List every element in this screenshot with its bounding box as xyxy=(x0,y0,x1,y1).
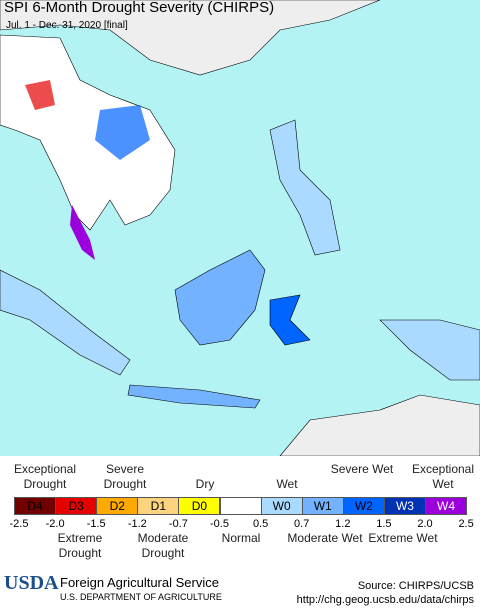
sumatra xyxy=(0,269,131,376)
legend-tick: 0.7 xyxy=(294,518,310,530)
legend-top-label: Dry xyxy=(195,477,215,491)
drought-patch xyxy=(25,80,55,110)
legend-top-label: Severe Wet xyxy=(330,462,394,476)
legend-bottom-label: Extreme Wet xyxy=(368,531,438,545)
legend-box: W0 xyxy=(260,497,303,515)
legend-tick: -1.2 xyxy=(127,518,147,530)
legend-box: W1 xyxy=(301,497,344,515)
legend-top-label: Severe Drought xyxy=(103,462,147,491)
china xyxy=(0,0,381,76)
legend-top-label: Wet xyxy=(276,477,298,491)
legend-bottom-label: Extreme Drought xyxy=(57,531,103,560)
legend-box: D0 xyxy=(178,497,221,515)
wet-patch xyxy=(70,205,95,260)
legend-tick: 1.5 xyxy=(376,518,392,530)
title: SPI 6-Month Drought Severity (CHIRPS) xyxy=(4,0,274,16)
legend-box: W3 xyxy=(383,497,426,515)
legend-box: D3 xyxy=(55,497,98,515)
legend-box: W2 xyxy=(342,497,385,515)
legend-box: W4 xyxy=(425,497,468,515)
new-guinea xyxy=(379,319,480,381)
legend-tick: 1.2 xyxy=(335,518,351,530)
wet-patch xyxy=(95,105,150,160)
legend-tick: -2.5 xyxy=(9,518,29,530)
map: SPI 6-Month Drought Severity (CHIRPS) Ju… xyxy=(0,0,480,456)
subtitle: Jul. 1 - Dec. 31, 2020 [final] xyxy=(6,20,128,31)
agency: Foreign Agricultural Service xyxy=(60,575,219,590)
legend-tick: -0.5 xyxy=(210,518,229,530)
philippines xyxy=(269,119,341,256)
department: U.S. DEPARTMENT OF AGRICULTURE xyxy=(60,592,222,602)
url: http://chg.geog.ucsb.edu/data/chirps xyxy=(296,594,474,606)
legend-tick: 0.5 xyxy=(252,518,269,530)
legend-top-label: Exceptional Drought xyxy=(13,462,77,491)
logo: USDA xyxy=(4,572,59,594)
legend-tick: 2.0 xyxy=(417,518,433,530)
legend-bottom-label: Moderate Wet xyxy=(287,531,363,545)
java xyxy=(127,384,261,409)
legend-tick: -1.5 xyxy=(86,518,106,530)
sulawesi xyxy=(269,294,311,346)
legend-box xyxy=(219,497,262,515)
source: Source: CHIRPS/UCSB xyxy=(357,580,474,592)
legend-box: D4 xyxy=(14,497,57,515)
australia xyxy=(279,394,480,456)
borneo xyxy=(174,249,266,346)
legend-box: D2 xyxy=(96,497,139,515)
legend-tick: -2.0 xyxy=(45,518,65,530)
legend-tick: 2.5 xyxy=(458,518,474,530)
legend-bottom-label: Normal xyxy=(221,531,261,545)
legend-tick: -0.7 xyxy=(168,518,188,530)
legend-bottom-label: Moderate Drought xyxy=(137,531,189,560)
legend-box: D1 xyxy=(137,497,180,515)
legend-top-label: Exceptional Wet xyxy=(411,462,475,491)
